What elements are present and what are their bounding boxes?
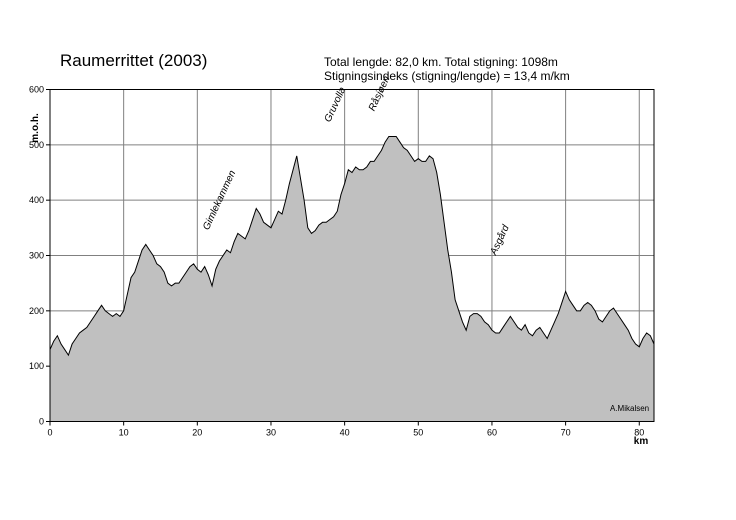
y-tick-label: 500 <box>29 140 44 150</box>
x-tick-label: 60 <box>487 428 497 438</box>
x-tick-label: 70 <box>561 428 571 438</box>
y-axis-label: m.o.h. <box>30 113 41 143</box>
y-axis-ticks: 0 100 200 300 400 500 600 <box>29 85 50 427</box>
place-label: Asgård <box>487 223 512 258</box>
x-tick-label: 40 <box>340 428 350 438</box>
x-axis-ticks: 0 10 20 30 40 50 60 70 80 <box>47 421 644 438</box>
x-tick-label: 30 <box>266 428 276 438</box>
x-tick-label: 0 <box>47 428 52 438</box>
x-tick-label: 10 <box>119 428 129 438</box>
y-tick-label: 400 <box>29 195 44 205</box>
y-tick-label: 0 <box>39 417 44 427</box>
author-credit: A.Mikalsen <box>610 404 649 413</box>
chart-subtitle-index: Stigningsindeks (stigning/lengde) = 13,4… <box>324 69 570 83</box>
y-tick-label: 200 <box>29 306 44 316</box>
elevation-area <box>49 136 655 422</box>
x-tick-label: 50 <box>413 428 423 438</box>
x-axis-label: km <box>634 436 649 447</box>
x-tick-label: 20 <box>192 428 202 438</box>
x-tick-label: 80 <box>634 428 644 438</box>
chart-title: Raumerrittet (2003) <box>60 51 207 70</box>
y-tick-label: 300 <box>29 251 44 261</box>
y-tick-label: 100 <box>29 361 44 371</box>
chart-subtitle-length: Total lengde: 82,0 km. Total stigning: 1… <box>324 55 558 69</box>
y-tick-label: 600 <box>29 85 44 95</box>
